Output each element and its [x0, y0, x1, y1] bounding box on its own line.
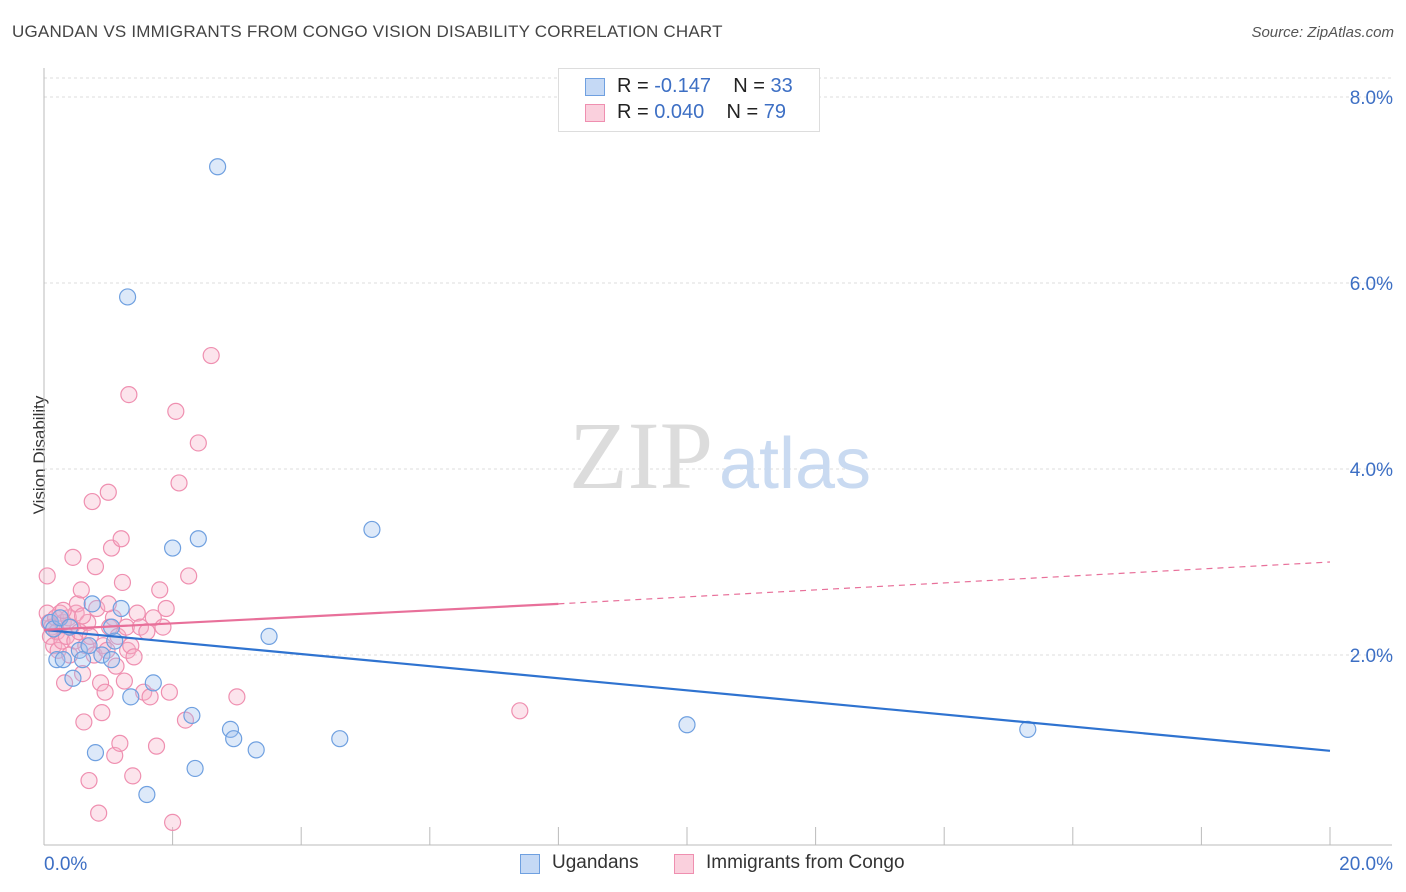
point-ugandans — [225, 730, 243, 748]
point-ugandans — [221, 720, 240, 739]
point-congo — [160, 683, 178, 701]
bottom-legend-label-ugandans: Ugandans — [552, 852, 639, 873]
chart-title: UGANDAN VS IMMIGRANTS FROM CONGO VISION … — [12, 22, 723, 41]
point-ugandans — [138, 785, 156, 804]
point-congo — [147, 737, 166, 755]
point-ugandans — [80, 637, 98, 655]
point-congo — [99, 483, 117, 501]
point-congo — [93, 704, 111, 722]
axes — [43, 68, 1392, 846]
series-ugandans — [41, 158, 1037, 804]
point-congo — [72, 581, 90, 599]
trend-congo-extension — [558, 561, 1331, 605]
point-congo — [86, 558, 105, 576]
point-congo — [64, 548, 82, 566]
point-ugandans — [86, 744, 105, 762]
point-congo — [164, 813, 182, 832]
legend-swatch-congo — [585, 104, 605, 122]
y-tick-label: 4.0% — [1350, 460, 1393, 481]
point-congo — [112, 530, 130, 548]
trend-congo — [43, 602, 559, 631]
legend-swatch-ugandans — [585, 78, 605, 96]
watermark-zip: ZIP — [569, 402, 713, 509]
point-ugandans — [144, 674, 162, 692]
point-ugandans — [260, 627, 278, 646]
point-congo — [91, 674, 110, 692]
bottom-legend-swatch-ugandans — [520, 854, 540, 874]
point-ugandans — [83, 595, 101, 613]
point-ugandans — [247, 741, 265, 759]
point-congo — [125, 648, 143, 666]
point-congo — [511, 702, 529, 720]
y-tick-label: 8.0% — [1350, 88, 1393, 109]
point-congo — [55, 674, 74, 692]
point-congo — [154, 618, 172, 636]
trend-ugandans — [43, 628, 1331, 752]
tick-labels: 2.0% 4.0% 6.0% 8.0% 0.0% 20.0% — [44, 88, 1393, 875]
point-congo — [128, 604, 146, 622]
point-congo — [73, 664, 92, 683]
svg-text:ZIPatlas: ZIPatlas — [569, 402, 871, 509]
point-congo — [83, 492, 101, 511]
point-ugandans — [189, 530, 207, 548]
point-congo — [80, 771, 98, 790]
point-congo — [167, 402, 185, 420]
legend-text-congo: R = 0.040 N = 79 — [617, 101, 787, 123]
point-congo — [170, 474, 188, 492]
point-congo — [90, 804, 108, 822]
point-ugandans — [112, 599, 130, 618]
point-congo — [228, 688, 246, 706]
watermark-atlas: atlas — [719, 424, 871, 504]
point-ugandans — [118, 288, 137, 306]
point-congo — [124, 767, 142, 785]
point-congo — [120, 386, 138, 404]
x-tick-label-max: 20.0% — [1339, 854, 1393, 875]
stats-legend: R = -0.147 N = 33 R = 0.040 N = 79 — [558, 68, 820, 132]
point-ugandans — [186, 759, 204, 778]
point-congo — [189, 434, 207, 452]
point-ugandans — [331, 730, 349, 748]
point-ugandans — [678, 716, 696, 734]
point-congo — [151, 581, 169, 599]
point-ugandans — [70, 641, 88, 659]
y-tick-label: 2.0% — [1350, 646, 1393, 667]
point-ugandans — [93, 646, 111, 664]
point-congo — [73, 607, 92, 625]
point-ugandans — [363, 520, 381, 539]
point-congo — [157, 599, 175, 618]
point-congo — [96, 683, 114, 701]
grid-lines — [44, 77, 1392, 656]
point-congo — [180, 567, 198, 585]
source-note: Source: ZipAtlas.com — [1251, 24, 1394, 41]
point-ugandans — [102, 651, 121, 669]
bottom-legend-label-congo: Immigrants from Congo — [706, 852, 905, 873]
point-ugandans — [73, 651, 92, 669]
point-ugandans — [64, 669, 82, 687]
y-tick-label: 6.0% — [1350, 274, 1393, 295]
point-congo — [202, 346, 220, 365]
point-congo — [113, 573, 132, 592]
point-congo — [118, 641, 137, 659]
point-congo — [141, 688, 159, 706]
point-ugandans — [209, 158, 227, 176]
series-immigrants-from-congo — [38, 346, 529, 832]
point-congo — [38, 567, 56, 585]
point-congo — [115, 672, 133, 690]
point-congo — [111, 734, 129, 752]
legend-text-ugandans: R = -0.147 N = 33 — [617, 75, 793, 97]
point-ugandans — [122, 688, 140, 706]
trend-lines — [43, 561, 1331, 752]
point-ugandans — [54, 651, 72, 669]
point-congo — [75, 713, 93, 731]
point-ugandans — [164, 539, 182, 557]
bottom-legend-swatch-congo — [674, 854, 694, 874]
point-ugandans — [48, 651, 66, 669]
point-ugandans — [183, 706, 201, 725]
x-tick-label-min: 0.0% — [44, 854, 87, 875]
